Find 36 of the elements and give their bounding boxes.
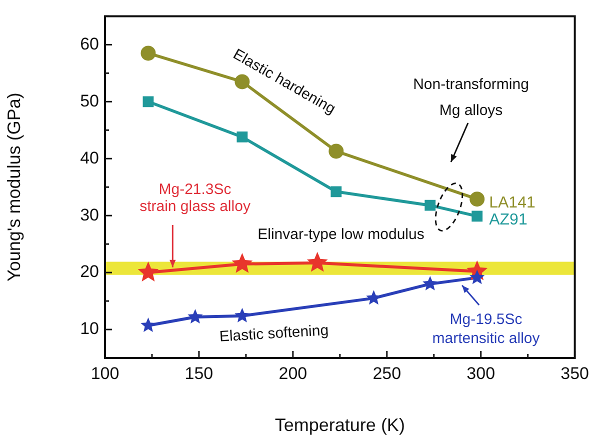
y-tick-label: 60 [80, 34, 99, 54]
annotation: Non-transforming Mg alloys [413, 76, 529, 120]
y-axis-title: Young's modulus (GPa) [4, 92, 24, 282]
annotation: Mg-19.5Sc martensitic alloy [432, 311, 540, 348]
point [306, 252, 328, 272]
annotation: Elastic softening [218, 322, 330, 346]
series-label: LA141 [489, 194, 536, 212]
y-tick-label: 10 [80, 319, 99, 338]
point [330, 186, 342, 198]
y-tick-label: 20 [80, 262, 99, 282]
point [188, 308, 203, 324]
x-tick-label: 100 [90, 364, 120, 383]
point [140, 318, 156, 332]
x-tick-label: 300 [466, 364, 496, 383]
point [328, 144, 344, 159]
point [472, 210, 483, 222]
point [142, 96, 154, 108]
annotation: Mg-21.3Sc strain glass alloy [140, 181, 251, 216]
point [234, 308, 250, 322]
point [236, 132, 248, 142]
point [424, 200, 436, 211]
x-tick-label: 150 [184, 364, 214, 383]
x-tick-label: 350 [560, 364, 590, 383]
y-tick-label: 40 [80, 148, 99, 168]
point [422, 276, 438, 290]
x-axis-title: Temperature (K) [274, 415, 405, 436]
y-tick-label: 50 [80, 91, 99, 110]
y-tick-label: 30 [80, 205, 99, 224]
band-label: Elinvar-type low modulus [258, 226, 424, 244]
point [470, 192, 485, 207]
x-tick-label: 200 [278, 364, 308, 383]
point [138, 262, 159, 282]
point [140, 46, 156, 61]
x-tick-label: 250 [372, 364, 402, 383]
series-label: AZ91 [489, 212, 528, 229]
point [232, 253, 253, 273]
